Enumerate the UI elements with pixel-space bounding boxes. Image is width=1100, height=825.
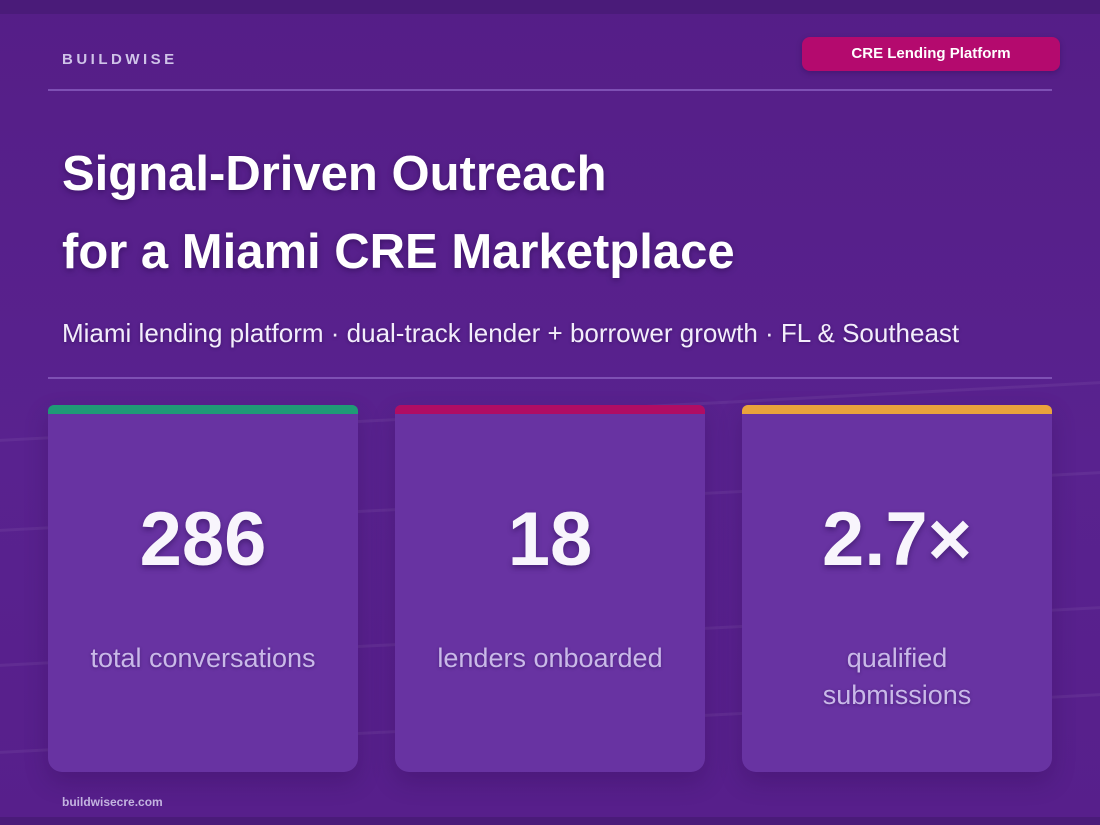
stat-label: lenders onboarded (437, 642, 663, 673)
accent-bar-magenta (395, 405, 705, 414)
slide-title-line1: Signal-Driven Outreach (62, 147, 607, 201)
subtitle-divider (48, 377, 1052, 379)
stat-cards-row: 286 total conversations 18 lenders onboa… (48, 405, 1052, 772)
stat-value: 18 (507, 497, 593, 582)
stat-card-total-conversations: 286 total conversations (48, 405, 358, 772)
header-divider (48, 89, 1052, 91)
footer-website: buildwisecre.com (62, 795, 163, 809)
stat-value: 286 (139, 497, 267, 582)
bottom-edge-band (0, 817, 1100, 825)
stat-label: total conversations (90, 642, 316, 673)
stat-card-qualified-submissions: 2.7× qualified submissions (742, 405, 1052, 772)
accent-bar-green (48, 405, 358, 414)
stat-value: 2.7× (821, 497, 973, 582)
category-badge: CRE Lending Platform (802, 37, 1060, 71)
brand-logo: BUILDWISE (62, 51, 178, 68)
stat-card-lenders-onboarded: 18 lenders onboarded (395, 405, 705, 772)
slide-title: Signal-Driven Outreach for a Miami CRE M… (62, 136, 735, 292)
stat-label: qualified submissions (822, 642, 972, 710)
accent-bar-orange (742, 405, 1052, 414)
slide-subtitle: Miami lending platform · dual-track lend… (62, 318, 960, 348)
top-edge-band (0, 0, 1100, 14)
slide-title-line2: for a Miami CRE Marketplace (62, 224, 735, 279)
